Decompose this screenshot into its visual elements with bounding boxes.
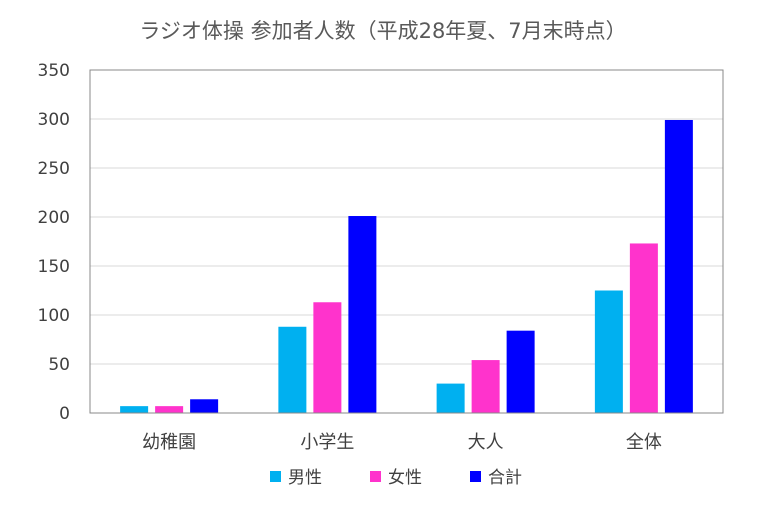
y-axis-ticks: 0 50 100 150 200 250 300 350 — [38, 61, 70, 424]
bar-男性-幼稚園 — [120, 406, 149, 413]
y-tick-label: 250 — [38, 159, 70, 179]
bar-合計-幼稚園 — [190, 399, 219, 413]
legend-swatch — [370, 471, 381, 482]
y-tick-label: 100 — [38, 306, 70, 326]
bar-男性-小学生 — [278, 326, 307, 413]
bar-女性-幼稚園 — [155, 406, 184, 413]
x-category-label: 大人 — [468, 432, 504, 453]
bar-女性-全体 — [629, 243, 658, 413]
gridlines — [90, 118, 723, 365]
bar-合計-全体 — [664, 119, 693, 413]
y-tick-label: 150 — [38, 257, 70, 277]
y-tick-label: 350 — [38, 61, 70, 81]
legend-swatch — [470, 471, 481, 482]
legend-label: 合計 — [488, 468, 522, 488]
bars — [120, 119, 693, 413]
bar-女性-小学生 — [313, 302, 342, 413]
bar-合計-大人 — [506, 330, 535, 413]
legend-label: 女性 — [388, 468, 422, 488]
y-tick-label: 0 — [59, 404, 70, 424]
bar-男性-大人 — [436, 383, 465, 413]
chart-title: ラジオ体操 参加者人数（平成28年夏、7月末時点） — [139, 19, 626, 43]
legend-swatch — [270, 471, 281, 482]
bar-男性-全体 — [594, 290, 623, 413]
y-tick-label: 50 — [48, 355, 70, 375]
y-tick-label: 200 — [38, 208, 70, 228]
plot-area-border — [89, 69, 724, 414]
x-category-label: 全体 — [626, 432, 662, 453]
bar-女性-大人 — [471, 360, 500, 413]
legend: 男性 女性 合計 — [270, 468, 522, 488]
y-tick-label: 300 — [38, 110, 70, 130]
x-category-label: 小学生 — [300, 432, 354, 453]
x-axis-categories: 幼稚園 小学生 大人 全体 — [142, 432, 662, 453]
legend-label: 男性 — [288, 468, 322, 488]
bar-合計-小学生 — [348, 216, 377, 413]
x-category-label: 幼稚園 — [142, 432, 196, 453]
